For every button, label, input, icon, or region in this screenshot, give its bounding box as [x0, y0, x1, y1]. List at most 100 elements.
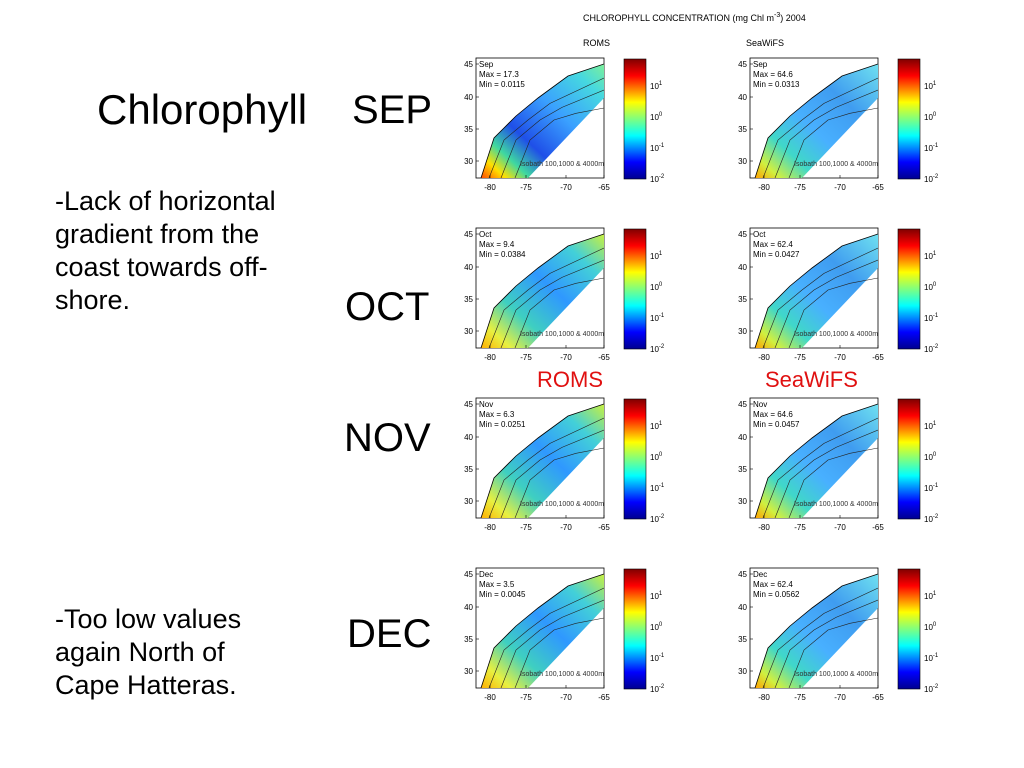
column-label-seawifs: SeaWiFS [746, 38, 785, 48]
colorbar-tick-label: 100 [650, 452, 663, 462]
y-tick-label: 30 [738, 667, 747, 676]
isobath-label: Isobath 100,1000 & 4000m [520, 161, 604, 168]
x-tick-label: -80 [484, 523, 496, 532]
x-tick-label: -75 [520, 353, 532, 362]
x-tick-label: -70 [560, 353, 572, 362]
month-label-nov: NOV [344, 416, 431, 460]
x-tick-label: -65 [598, 693, 610, 702]
x-tick-label: -80 [758, 523, 770, 532]
x-tick-label: -75 [520, 523, 532, 532]
isobath-label: Isobath 100,1000 & 4000m [794, 501, 878, 508]
column-label-roms: ROMS [583, 38, 610, 48]
colorbar [897, 568, 921, 690]
panel-min: Min = 0.0562 [753, 590, 800, 599]
figure-title-end: ) 2004 [780, 13, 806, 23]
y-tick-label: 45 [464, 400, 473, 409]
y-tick-label: 30 [738, 157, 747, 166]
isobath-label: Isobath 100,1000 & 4000m [520, 671, 604, 678]
y-tick-label: 45 [464, 60, 473, 69]
panel-min: Min = 0.0384 [479, 250, 526, 259]
x-tick-label: -80 [484, 353, 496, 362]
month-label-dec: DEC [347, 612, 432, 656]
x-tick-label: -75 [794, 523, 806, 532]
colorbar [897, 228, 921, 350]
x-tick-label: -80 [484, 693, 496, 702]
x-tick-label: -70 [834, 693, 846, 702]
y-tick-label: 30 [464, 497, 473, 506]
panel-max: Max = 64.6 [753, 410, 793, 419]
figure-title: CHLOROPHYLL CONCENTRATION (mg Chl m-3) 2… [583, 12, 806, 23]
isobath-label: Isobath 100,1000 & 4000m [794, 331, 878, 338]
y-tick-label: 30 [464, 327, 473, 336]
month-label-oct: OCT [345, 285, 430, 329]
panel-month: Sep [479, 60, 494, 69]
note-line: again North of [55, 637, 225, 667]
y-tick-label: 30 [738, 497, 747, 506]
y-tick-label: 40 [738, 93, 747, 102]
y-tick-label: 45 [738, 400, 747, 409]
colorbar-tick-label: 10-1 [924, 313, 939, 323]
panel-month: Dec [479, 570, 493, 579]
note-low-values: -Too low values again North of Cape Hatt… [55, 603, 241, 702]
x-tick-label: -70 [834, 183, 846, 192]
x-tick-label: -65 [872, 693, 884, 702]
colorbar-tick-label: 10-1 [650, 483, 665, 493]
x-tick-label: -65 [872, 183, 884, 192]
y-tick-label: 45 [738, 60, 747, 69]
colorbar-tick-label: 10-1 [924, 653, 939, 663]
y-tick-label: 45 [738, 230, 747, 239]
y-tick-label: 30 [464, 157, 473, 166]
panel-min: Min = 0.0457 [753, 420, 800, 429]
colorbar-tick-label: 101 [924, 421, 937, 431]
colorbar-tick-label: 101 [650, 251, 663, 261]
panel-max: Max = 6.3 [479, 410, 515, 419]
x-tick-label: -70 [834, 523, 846, 532]
x-tick-label: -75 [520, 183, 532, 192]
colorbar-tick-label: 100 [924, 452, 937, 462]
x-tick-label: -80 [484, 183, 496, 192]
panel-min: Min = 0.0045 [479, 590, 526, 599]
colorbar-tick-label: 10-2 [924, 174, 939, 184]
colorbar-tick-label: 100 [924, 622, 937, 632]
y-tick-label: 30 [738, 327, 747, 336]
panel-min: Min = 0.0427 [753, 250, 800, 259]
seawifs-label: SeaWiFS [765, 367, 858, 392]
roms-label: ROMS [537, 367, 603, 392]
colorbar-tick-label: 100 [650, 622, 663, 632]
y-tick-label: 40 [464, 433, 473, 442]
x-tick-label: -65 [872, 523, 884, 532]
colorbar-tick-label: 101 [650, 591, 663, 601]
colorbar-tick-label: 10-1 [924, 143, 939, 153]
x-tick-label: -70 [560, 183, 572, 192]
panel-max: Max = 17.3 [479, 70, 519, 79]
colorbar-tick-label: 10-1 [650, 143, 665, 153]
y-tick-label: 45 [738, 570, 747, 579]
colorbar-tick-label: 100 [650, 112, 663, 122]
panel-max: Max = 62.4 [753, 240, 793, 249]
colorbar-tick-label: 101 [650, 421, 663, 431]
colorbar-tick-label: 100 [650, 282, 663, 292]
panel-min: Min = 0.0115 [479, 80, 525, 89]
figure-title-exponent: -3 [774, 12, 781, 19]
colorbar-tick-label: 101 [924, 251, 937, 261]
colorbar [623, 398, 647, 520]
colorbar-tick-label: 10-2 [650, 174, 665, 184]
colorbar [623, 228, 647, 350]
note-line: coast towards off- [55, 252, 268, 282]
note-line: -Too low values [55, 604, 242, 634]
x-tick-label: -65 [598, 353, 610, 362]
note-line: Cape Hatteras. [55, 670, 237, 700]
y-tick-label: 40 [738, 433, 747, 442]
panel-month: Oct [479, 230, 492, 239]
note-line: shore. [55, 285, 131, 315]
colorbar-tick-label: 10-2 [924, 684, 939, 694]
panel-max: Max = 9.4 [479, 240, 515, 249]
colorbar-tick-label: 100 [924, 282, 937, 292]
x-tick-label: -75 [794, 353, 806, 362]
